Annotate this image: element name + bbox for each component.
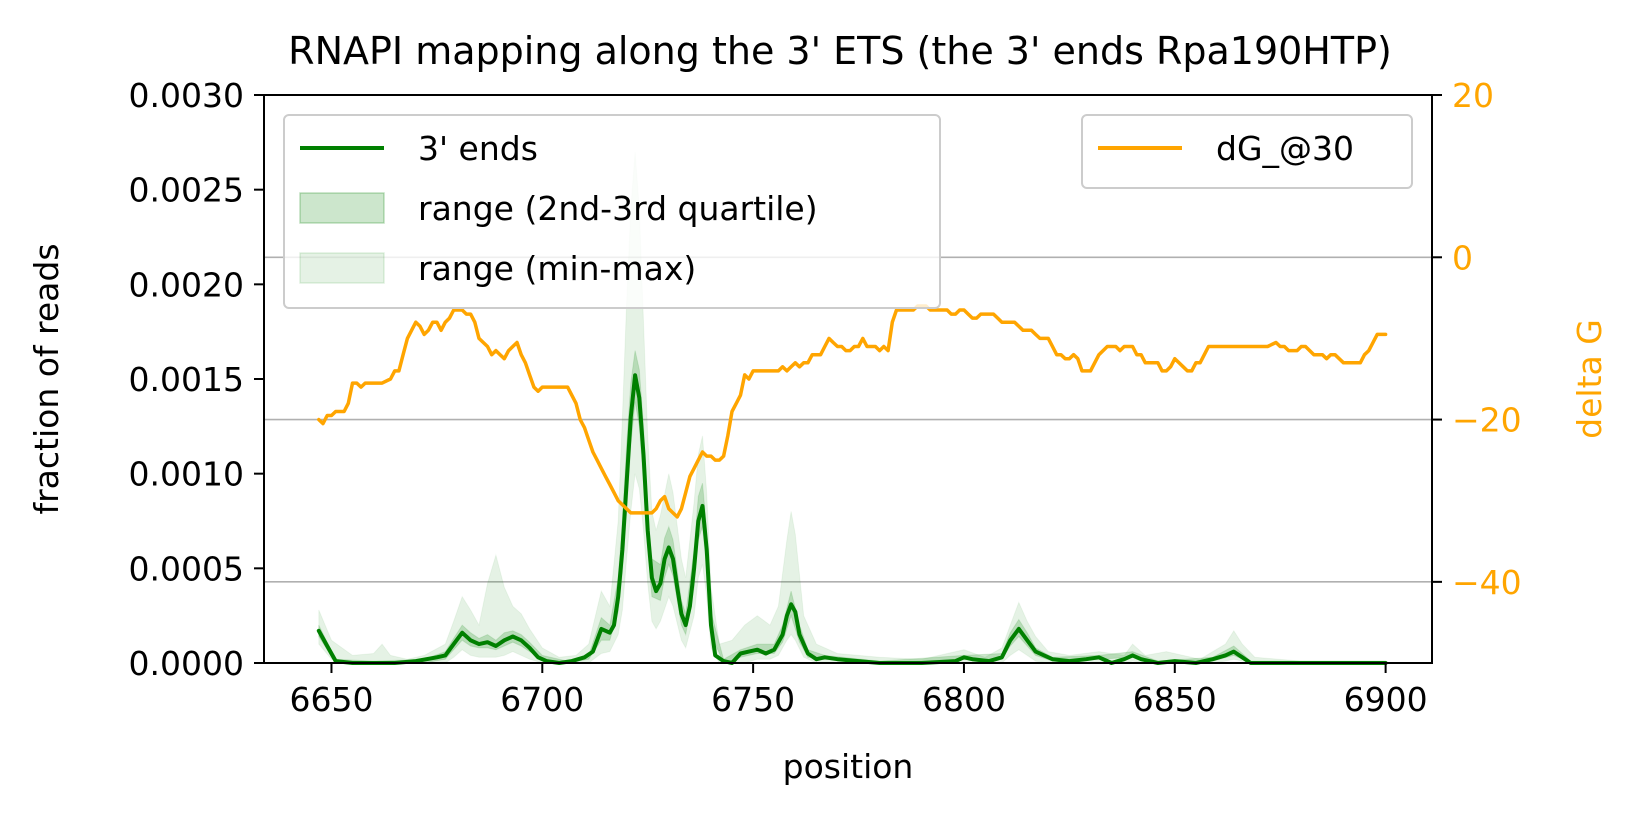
series-line-3-ends	[316, 373, 1388, 665]
legend-right-box	[1081, 114, 1413, 189]
right-tick-label: −20	[1452, 401, 1522, 440]
right-tick-label: 0	[1452, 238, 1473, 277]
x-axis-label: position	[783, 747, 914, 786]
chart-title: RNAPI mapping along the 3' ETS (the 3' e…	[288, 29, 1392, 73]
legend-left: 3' ends range (2nd-3rd quartile) range (…	[283, 114, 941, 309]
x-tick-label: 6700	[500, 680, 584, 719]
x-tick-label: 6750	[711, 680, 795, 719]
legend-ends-label: 3' ends	[418, 129, 538, 168]
x-tick-label: 6800	[922, 680, 1006, 719]
legend-right: dG_@30	[1081, 114, 1413, 189]
x-tick-label: 6850	[1133, 680, 1217, 719]
left-tick-label: 0.0015	[129, 360, 244, 399]
x-axis-ticks: 6650 6700 6750 6800 6850 6900	[289, 663, 1428, 719]
left-tick-label: 0.0030	[129, 76, 244, 115]
left-tick-label: 0.0020	[129, 265, 244, 304]
series-lines	[316, 304, 1388, 665]
legend-dg-label: dG_@30	[1216, 129, 1354, 168]
right-axis-label: delta G	[1570, 319, 1609, 439]
left-tick-label: 0.0000	[129, 644, 244, 683]
left-axis-ticks: 0.0000 0.0005 0.0010 0.0015 0.0020 0.0025 0.00…	[129, 76, 264, 683]
legend-quartile-swatch	[299, 192, 385, 224]
legend-quartile-label: range (2nd-3rd quartile)	[418, 189, 818, 228]
left-tick-label: 0.0005	[129, 549, 244, 588]
left-tick-label: 0.0010	[129, 455, 244, 494]
x-tick-label: 6650	[289, 680, 373, 719]
legend-minmax-swatch	[299, 252, 385, 284]
x-tick-label: 6900	[1344, 680, 1428, 719]
right-tick-label: 20	[1452, 76, 1494, 115]
legend-minmax-label: range (min-max)	[418, 249, 696, 288]
left-tick-label: 0.0025	[129, 171, 244, 210]
right-axis-ticks: −40 −20 0 20	[1432, 76, 1522, 602]
left-axis-label: fraction of reads	[27, 243, 66, 514]
legend-left-box	[283, 114, 941, 309]
right-tick-label: −40	[1452, 563, 1522, 602]
series-line-dg	[317, 304, 1388, 519]
